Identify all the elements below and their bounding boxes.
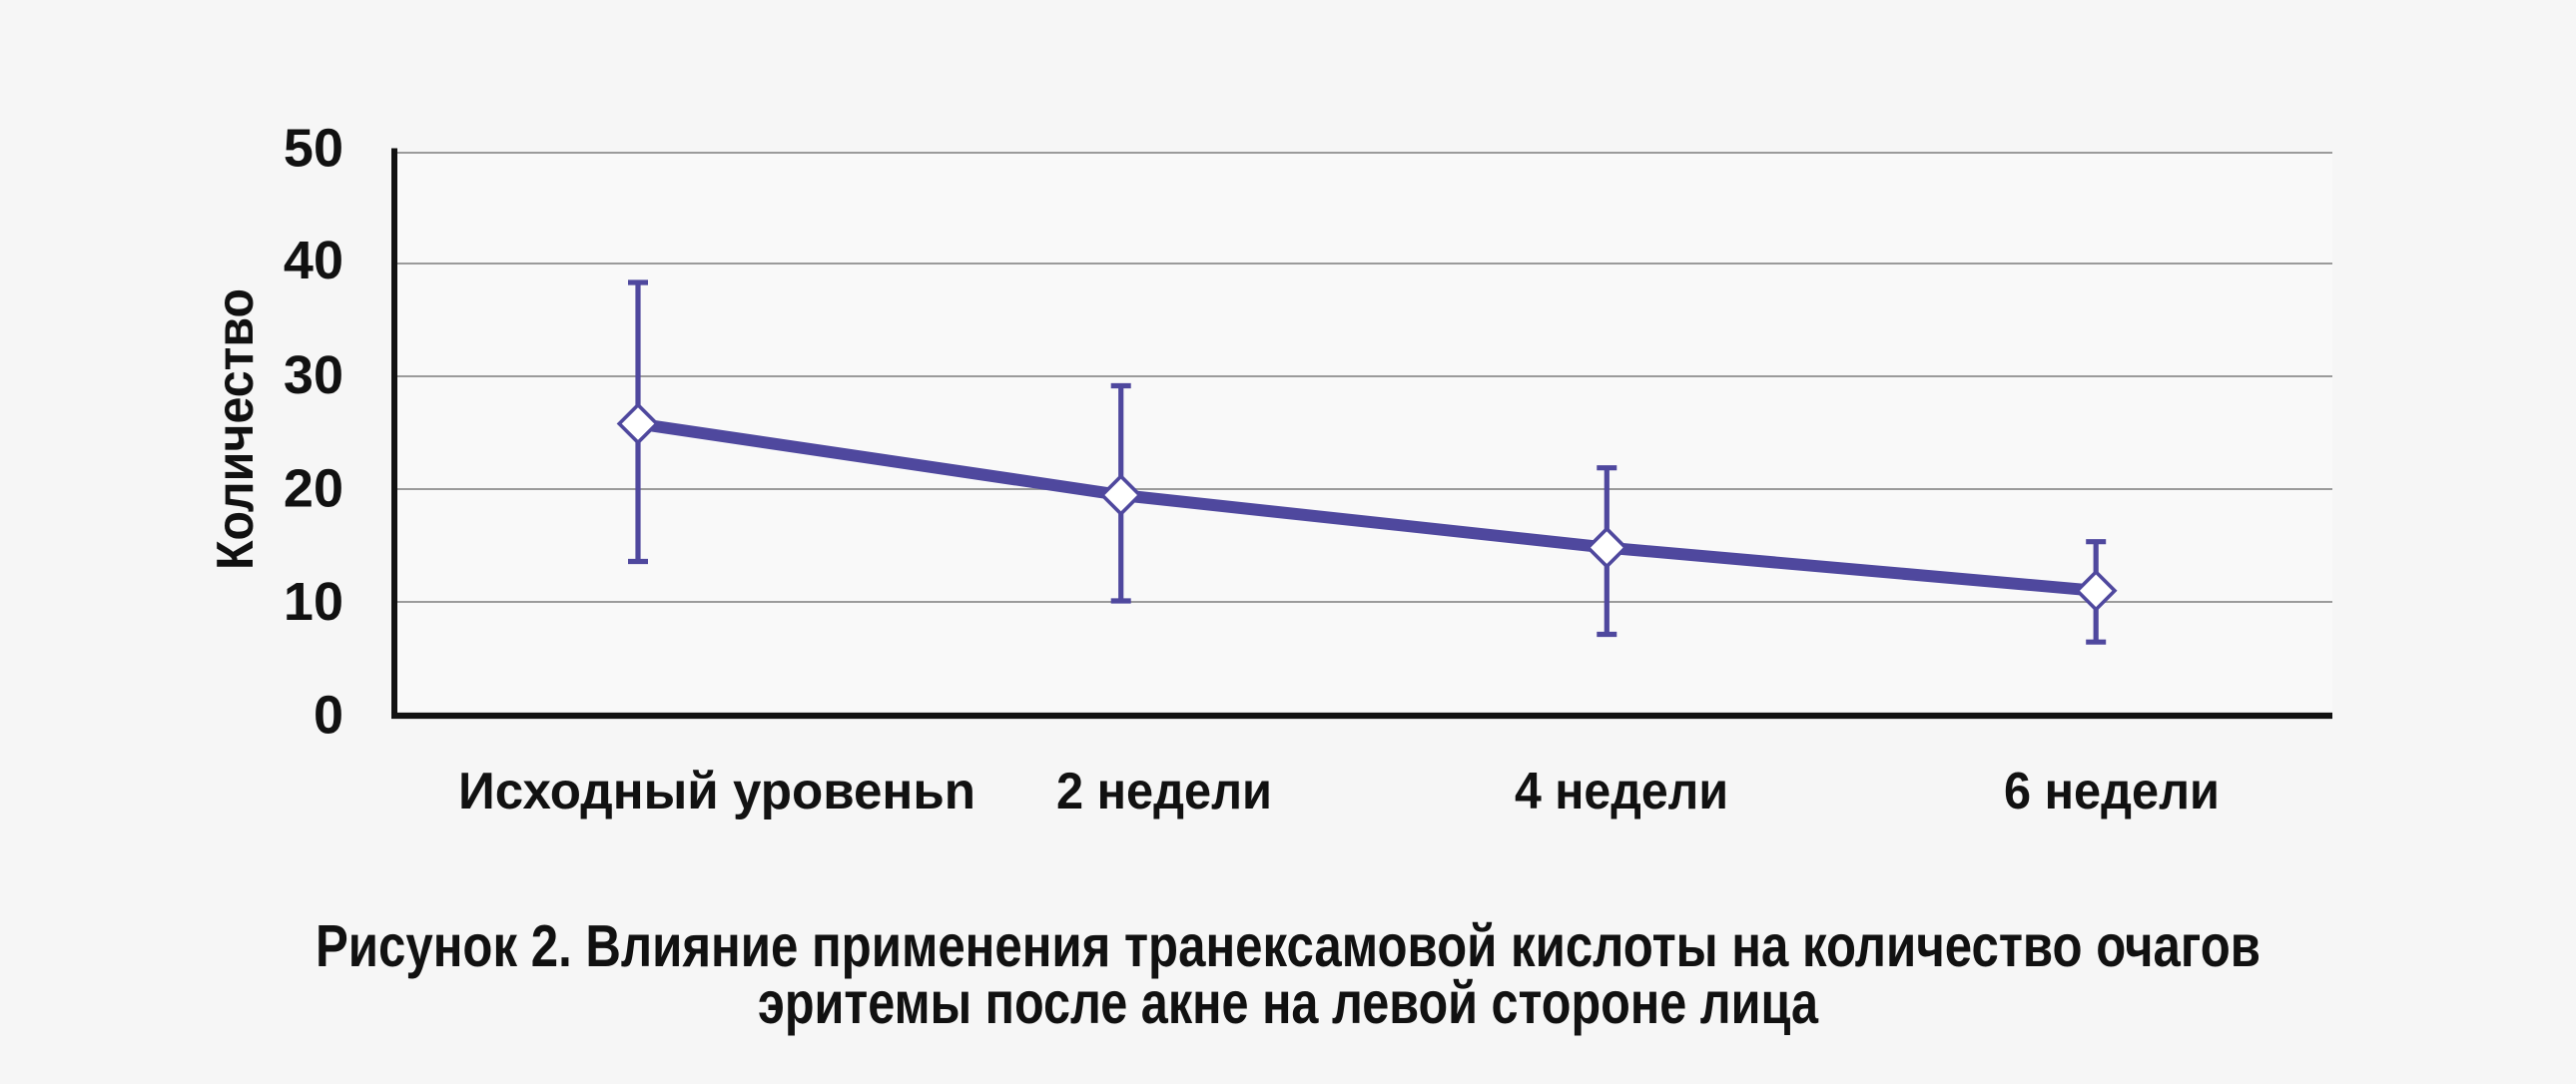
- svg-text:50: 50: [284, 119, 343, 179]
- svg-text:Исходный уровеньn: Исходный уровеньn: [458, 763, 975, 820]
- svg-text:6 недели: 6 недели: [2004, 763, 2220, 820]
- svg-text:20: 20: [284, 459, 343, 519]
- svg-text:10: 10: [284, 572, 343, 632]
- svg-text:40: 40: [284, 231, 343, 290]
- svg-text:Количество: Количество: [207, 288, 265, 570]
- svg-text:эритемы после акне на левой ст: эритемы после акне на левой стороне лица: [758, 970, 1819, 1036]
- svg-text:2 недели: 2 недели: [1056, 763, 1272, 820]
- svg-text:30: 30: [284, 345, 343, 405]
- svg-text:Рисунок 2. Влияние применения: Рисунок 2. Влияние применения транексамо…: [316, 913, 2260, 979]
- svg-text:4 недели: 4 недели: [1515, 763, 1728, 820]
- svg-text:0: 0: [314, 686, 343, 746]
